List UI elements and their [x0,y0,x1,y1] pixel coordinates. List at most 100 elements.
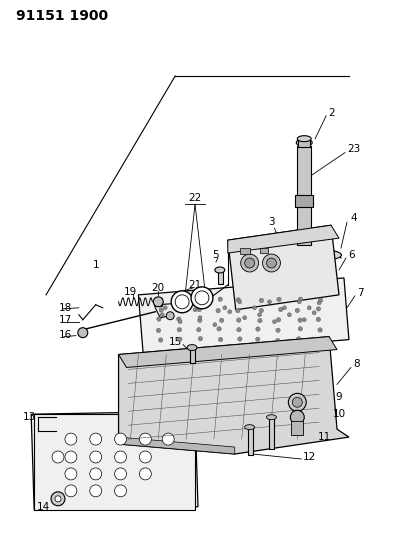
Circle shape [272,320,276,324]
Circle shape [166,312,174,320]
Circle shape [156,328,161,333]
Circle shape [295,308,299,312]
Circle shape [65,433,77,445]
Circle shape [171,291,193,313]
Ellipse shape [215,267,225,273]
Circle shape [191,287,213,309]
Circle shape [153,297,163,307]
Text: 17: 17 [59,314,72,325]
Circle shape [223,306,227,310]
Circle shape [263,254,280,272]
Circle shape [195,291,209,305]
Circle shape [139,451,151,463]
Text: 21: 21 [188,280,202,290]
Text: 5: 5 [213,250,219,260]
Circle shape [198,316,202,320]
Ellipse shape [245,425,255,430]
Circle shape [292,397,302,407]
Circle shape [318,328,322,332]
Ellipse shape [297,136,311,142]
Circle shape [139,433,151,445]
Circle shape [256,327,260,331]
Circle shape [290,410,304,424]
Circle shape [238,300,242,304]
Text: 6: 6 [348,250,355,260]
Text: 91151 1900: 91151 1900 [16,9,109,23]
Circle shape [218,337,223,342]
Circle shape [316,317,321,321]
Circle shape [160,313,164,317]
Circle shape [175,295,189,309]
Text: 16: 16 [59,329,72,340]
Circle shape [237,327,241,332]
Circle shape [282,306,286,310]
Ellipse shape [296,139,312,147]
Circle shape [216,309,220,313]
Circle shape [162,433,174,445]
Text: 18: 18 [59,303,72,313]
Circle shape [316,306,321,311]
Polygon shape [118,337,337,367]
Bar [34,414,195,510]
Text: 19: 19 [124,287,137,297]
Circle shape [158,338,163,342]
Circle shape [228,310,232,314]
Text: 11: 11 [318,432,331,442]
Text: 22: 22 [188,193,202,204]
Circle shape [114,485,126,497]
Circle shape [157,317,161,321]
Circle shape [178,320,182,324]
Circle shape [259,298,264,303]
Circle shape [297,300,301,304]
Circle shape [197,308,201,312]
Circle shape [114,468,126,480]
Circle shape [267,258,276,268]
Bar [297,146,311,245]
Circle shape [312,311,316,315]
Circle shape [318,337,323,342]
Circle shape [253,306,257,310]
Circle shape [196,327,201,332]
Polygon shape [118,337,349,454]
Circle shape [217,327,221,331]
Circle shape [245,258,255,268]
Circle shape [287,313,291,317]
Circle shape [277,297,281,302]
Circle shape [114,451,126,463]
Circle shape [193,308,197,312]
Circle shape [236,297,240,302]
Bar [270,417,274,449]
Circle shape [278,308,283,312]
Circle shape [276,318,281,322]
Circle shape [90,485,102,497]
Circle shape [276,328,280,333]
Circle shape [236,318,241,322]
Text: 8: 8 [354,359,360,369]
Circle shape [176,298,181,303]
Circle shape [255,337,260,342]
Text: 20: 20 [152,283,165,293]
Circle shape [288,393,306,411]
Circle shape [318,298,323,302]
Text: 2: 2 [329,108,335,118]
Circle shape [55,496,61,502]
Ellipse shape [187,345,197,351]
Circle shape [241,254,259,272]
Bar [259,248,268,253]
Circle shape [179,307,184,311]
Circle shape [65,468,77,480]
Text: 15: 15 [169,337,182,346]
Bar [154,298,162,306]
Text: 9: 9 [336,392,342,402]
Circle shape [259,309,263,313]
Circle shape [114,433,126,445]
Circle shape [176,303,180,307]
Circle shape [78,328,88,337]
Circle shape [177,317,181,321]
Circle shape [177,328,181,332]
Circle shape [208,301,212,305]
Text: 23: 23 [347,143,360,154]
Text: 13: 13 [23,412,36,422]
Circle shape [52,451,64,463]
Bar [298,139,310,147]
